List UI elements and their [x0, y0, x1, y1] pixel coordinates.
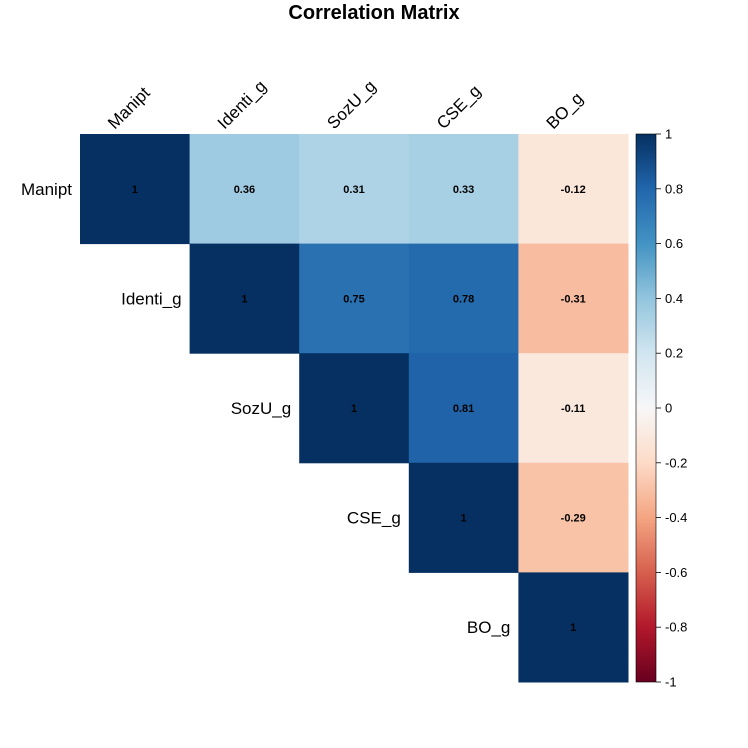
heatmap-cell-SozU_g-CSE_g [408, 353, 519, 464]
heatmap-cell-Identi_g-Identi_g [189, 243, 300, 354]
cell-value-Manipt-Identi_g: 0.36 [234, 184, 255, 196]
cell-value-SozU_g-BO_g: -0.11 [561, 403, 585, 415]
row-label-Identi_g: Identi_g [121, 289, 182, 308]
chart-title: Correlation Matrix [288, 2, 459, 24]
row-label-CSE_g: CSE_g [347, 509, 401, 528]
row-labels: Manipt Identi_g SozU_g CSE_g BO_g [21, 180, 510, 637]
cell-value-Manipt-BO_g: -0.12 [561, 184, 586, 196]
colorbar-tick-label: 0.8 [665, 181, 683, 196]
cell-value-Identi_g-Identi_g: 1 [241, 293, 247, 305]
column-label-Identi_g: Identi_g [214, 77, 270, 133]
cell-value-Manipt-SozU_g: 0.31 [343, 184, 364, 196]
cell-value-CSE_g-BO_g: -0.29 [561, 513, 586, 525]
heatmap-cell-Identi_g-CSE_g [408, 243, 519, 354]
column-label-SozU_g: SozU_g [323, 77, 379, 133]
row-label-Manipt: Manipt [21, 180, 72, 199]
colorbar-tick-label: 0.4 [665, 291, 683, 306]
colorbar-tick-label: 1 [665, 127, 672, 142]
column-label-CSE_g: CSE_g [433, 81, 485, 133]
cell-value-Manipt-CSE_g: 0.33 [453, 184, 474, 196]
colorbar-tick-label: 0.6 [665, 236, 683, 251]
heatmap-cell-CSE_g-CSE_g [408, 462, 519, 573]
cell-values: 1 0.36 0.31 0.33 -0.12 1 0.75 0.78 -0.31 1 0.81 -0.… [132, 184, 586, 634]
colorbar-tick-label: 0 [665, 401, 672, 416]
heatmap-cell-Manipt-Manipt [80, 134, 191, 245]
row-label-SozU_g: SozU_g [231, 399, 291, 418]
cell-value-CSE_g-CSE_g: 1 [461, 513, 467, 525]
colorbar-gradient [635, 133, 657, 683]
cell-value-Identi_g-CSE_g: 0.78 [453, 293, 474, 305]
heatmap-cell-Manipt-CSE_g [408, 134, 519, 245]
heatmap-cells [80, 134, 629, 683]
heatmap-cell-BO_g-BO_g [518, 572, 629, 683]
heatmap-cell-CSE_g-BO_g [518, 462, 629, 573]
colorbar-tick-label: -0.6 [665, 565, 687, 580]
cell-value-BO_g-BO_g: 1 [570, 622, 576, 634]
cell-value-Identi_g-BO_g: -0.31 [561, 293, 586, 305]
colorbar-tick-label: -1 [665, 675, 677, 690]
heatmap-cell-SozU_g-SozU_g [299, 353, 410, 464]
column-label-Manipt: Manipt [104, 83, 154, 133]
column-label-BO_g: BO_g [543, 89, 587, 133]
heatmap-cell-Identi_g-SozU_g [299, 243, 410, 354]
heatmap-cell-Identi_g-BO_g [518, 243, 629, 354]
cell-value-Identi_g-SozU_g: 0.75 [343, 293, 364, 305]
colorbar-tick-label: -0.8 [665, 620, 687, 635]
cell-value-SozU_g-CSE_g: 0.81 [453, 403, 474, 415]
heatmap-cell-SozU_g-BO_g [518, 353, 629, 464]
colorbar-tick-label: 0.2 [665, 346, 683, 361]
colorbar: 1 0.8 0.6 0.4 0.2 0 -0.2 -0.4 -0.6 -0.8 -1 [635, 127, 687, 690]
row-label-BO_g: BO_g [467, 618, 510, 637]
cell-value-SozU_g-SozU_g: 1 [351, 403, 357, 415]
heatmap-cell-Manipt-SozU_g [299, 134, 410, 245]
heatmap-cell-Manipt-BO_g [518, 134, 629, 245]
cell-value-Manipt-Manipt: 1 [132, 184, 138, 196]
heatmap-cell-Manipt-Identi_g [189, 134, 300, 245]
colorbar-tick-label: -0.4 [665, 510, 687, 525]
column-labels: Manipt Identi_g SozU_g CSE_g BO_g [104, 77, 587, 133]
colorbar-tick-label: -0.2 [665, 455, 687, 470]
